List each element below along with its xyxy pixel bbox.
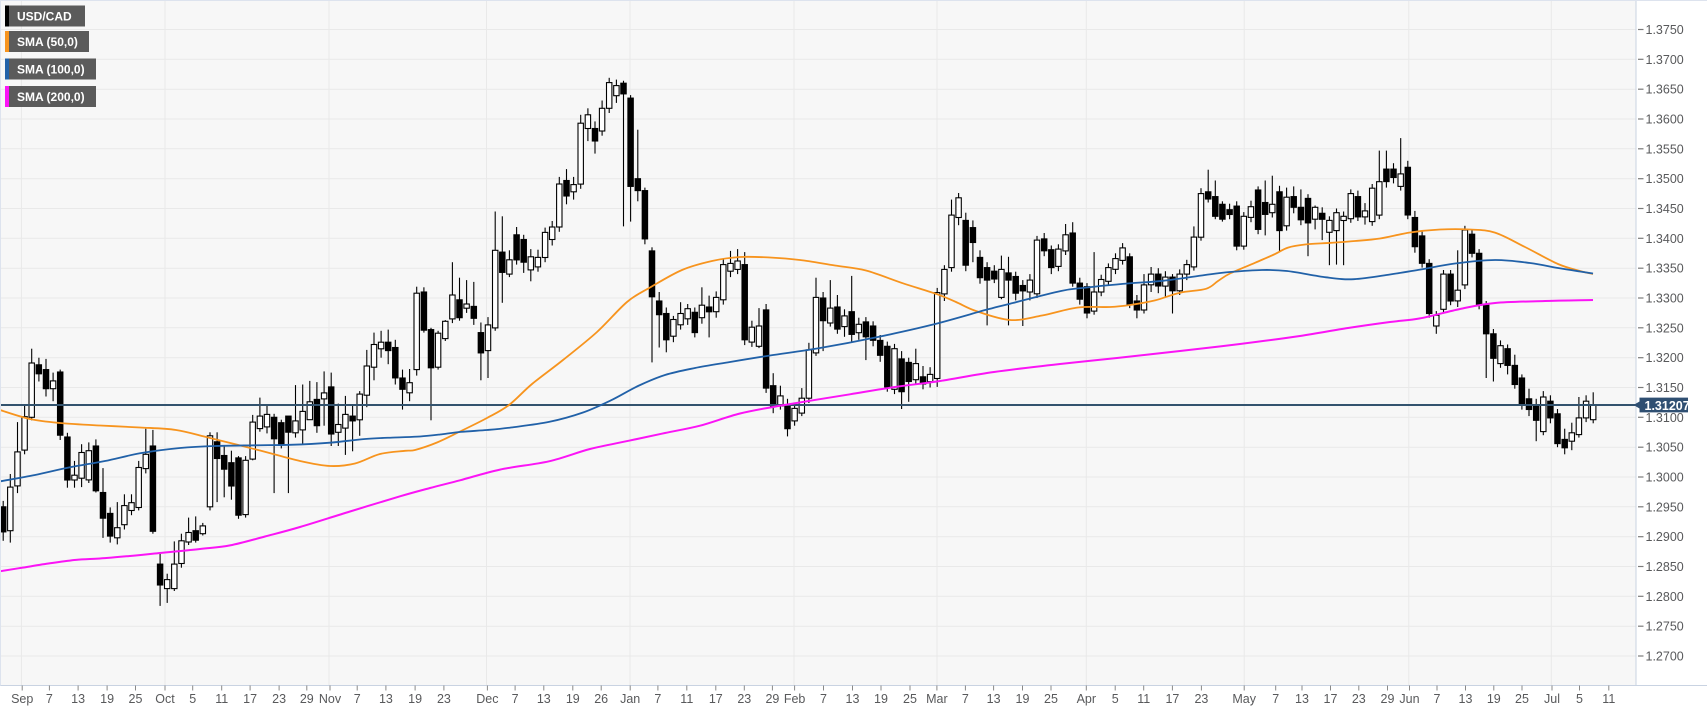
svg-text:25: 25: [903, 692, 917, 706]
svg-text:19: 19: [408, 692, 422, 706]
svg-text:23: 23: [1194, 692, 1208, 706]
svg-text:19: 19: [1487, 692, 1501, 706]
svg-text:13: 13: [537, 692, 551, 706]
svg-text:1.2750: 1.2750: [1646, 620, 1684, 634]
svg-text:1.3050: 1.3050: [1646, 441, 1684, 455]
svg-text:19: 19: [100, 692, 114, 706]
svg-text:1.3700: 1.3700: [1646, 53, 1684, 67]
svg-text:11: 11: [215, 692, 228, 706]
svg-text:Nov: Nov: [319, 692, 342, 706]
svg-text:11: 11: [1602, 692, 1615, 706]
svg-text:Feb: Feb: [784, 692, 806, 706]
svg-text:1.2950: 1.2950: [1646, 500, 1684, 514]
svg-text:13: 13: [71, 692, 85, 706]
svg-text:17: 17: [1165, 692, 1179, 706]
svg-text:7: 7: [46, 692, 53, 706]
svg-text:19: 19: [1016, 692, 1030, 706]
svg-text:25: 25: [1044, 692, 1058, 706]
svg-text:1.3000: 1.3000: [1646, 471, 1684, 485]
svg-text:23: 23: [1352, 692, 1366, 706]
svg-text:29: 29: [1381, 692, 1395, 706]
svg-text:29: 29: [300, 692, 314, 706]
svg-text:17: 17: [1324, 692, 1338, 706]
svg-text:May: May: [1232, 692, 1256, 706]
svg-text:Dec: Dec: [476, 692, 498, 706]
svg-text:1.3600: 1.3600: [1646, 113, 1684, 127]
svg-text:13: 13: [1295, 692, 1309, 706]
svg-text:7: 7: [1434, 692, 1441, 706]
svg-text:1.3300: 1.3300: [1646, 292, 1684, 306]
svg-text:1.2800: 1.2800: [1646, 590, 1684, 604]
svg-text:13: 13: [987, 692, 1001, 706]
svg-text:17: 17: [243, 692, 257, 706]
svg-text:1.3450: 1.3450: [1646, 202, 1684, 216]
svg-text:1.3550: 1.3550: [1646, 142, 1684, 156]
svg-text:1.2900: 1.2900: [1646, 530, 1684, 544]
svg-text:23: 23: [437, 692, 451, 706]
svg-text:Jul: Jul: [1544, 692, 1560, 706]
svg-text:1.2700: 1.2700: [1646, 650, 1684, 664]
svg-text:1.31207: 1.31207: [1645, 399, 1690, 413]
svg-text:7: 7: [354, 692, 361, 706]
svg-text:29: 29: [765, 692, 779, 706]
svg-text:13: 13: [1459, 692, 1473, 706]
svg-text:Jan: Jan: [620, 692, 640, 706]
svg-text:13: 13: [846, 692, 860, 706]
svg-text:11: 11: [680, 692, 693, 706]
svg-text:5: 5: [1576, 692, 1583, 706]
svg-text:7: 7: [820, 692, 827, 706]
svg-text:19: 19: [874, 692, 888, 706]
svg-text:1.3500: 1.3500: [1646, 172, 1684, 186]
svg-text:USD/CAD: USD/CAD: [17, 10, 72, 24]
svg-text:1.3200: 1.3200: [1646, 351, 1684, 365]
svg-text:1.3100: 1.3100: [1646, 411, 1684, 425]
svg-text:23: 23: [737, 692, 751, 706]
svg-text:7: 7: [962, 692, 969, 706]
svg-text:Mar: Mar: [926, 692, 948, 706]
svg-text:SMA (200,0): SMA (200,0): [17, 90, 85, 104]
svg-text:Sep: Sep: [11, 692, 33, 706]
svg-text:25: 25: [1515, 692, 1529, 706]
svg-text:26: 26: [594, 692, 608, 706]
svg-text:7: 7: [1272, 692, 1279, 706]
svg-text:Apr: Apr: [1077, 692, 1096, 706]
svg-text:1.3400: 1.3400: [1646, 232, 1684, 246]
svg-text:7: 7: [512, 692, 519, 706]
svg-text:19: 19: [566, 692, 580, 706]
svg-text:7: 7: [654, 692, 661, 706]
svg-text:11: 11: [1137, 692, 1150, 706]
svg-text:23: 23: [272, 692, 286, 706]
svg-text:1.2850: 1.2850: [1646, 560, 1684, 574]
svg-text:1.3350: 1.3350: [1646, 262, 1684, 276]
svg-text:SMA (50,0): SMA (50,0): [17, 35, 78, 49]
svg-text:1.3150: 1.3150: [1646, 381, 1684, 395]
svg-text:Oct: Oct: [155, 692, 175, 706]
svg-text:17: 17: [709, 692, 723, 706]
svg-text:1.3650: 1.3650: [1646, 83, 1684, 97]
svg-text:SMA (100,0): SMA (100,0): [17, 63, 85, 77]
svg-text:5: 5: [1112, 692, 1119, 706]
svg-text:Jun: Jun: [1399, 692, 1419, 706]
svg-text:1.3750: 1.3750: [1646, 23, 1684, 37]
svg-text:5: 5: [189, 692, 196, 706]
svg-text:1.3250: 1.3250: [1646, 321, 1684, 335]
svg-text:25: 25: [129, 692, 143, 706]
svg-text:13: 13: [379, 692, 393, 706]
